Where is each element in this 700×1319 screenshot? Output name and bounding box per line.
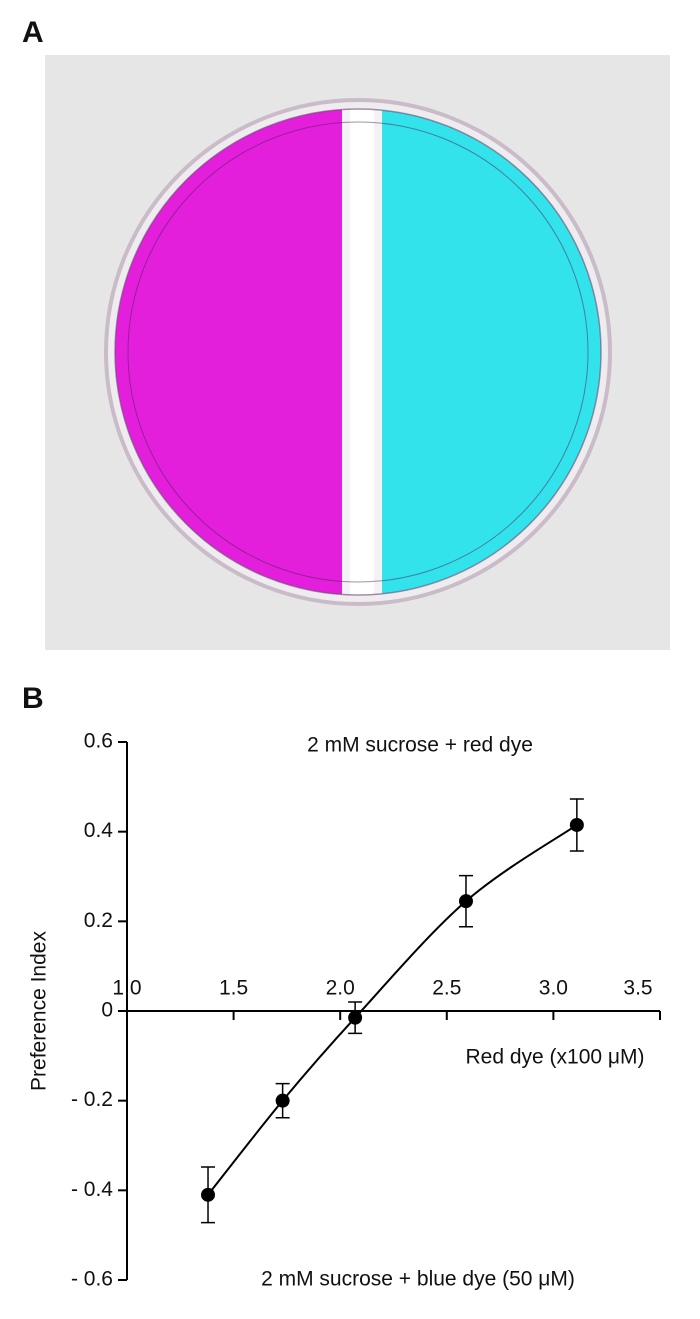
y-tick-label: 0.6 — [84, 730, 113, 753]
y-tick-label: 0.4 — [84, 819, 114, 842]
data-line — [207, 824, 578, 1196]
x-axis-label: Red dye (x100 μM) — [465, 1046, 644, 1069]
data-point — [201, 1187, 216, 1202]
annotation: 2 mM sucrose + red dye — [307, 734, 533, 757]
x-tick-label: 3.0 — [539, 977, 568, 1000]
y-tick-label: - 0.4 — [71, 1178, 113, 1201]
annotation: 2 mM sucrose + blue dye (50 μM) — [261, 1268, 575, 1291]
data-point — [348, 1010, 363, 1025]
data-point — [569, 817, 584, 832]
x-tick-label: 1.5 — [219, 977, 248, 1000]
x-tick-label: 2.5 — [432, 977, 461, 1000]
y-tick-label: - 0.6 — [71, 1268, 113, 1291]
panel-label: B — [22, 682, 44, 715]
x-tick-label: 2.0 — [326, 977, 355, 1000]
y-tick-label: 0.2 — [84, 909, 113, 932]
photo — [45, 55, 670, 650]
y-axis-label: Preference Index — [28, 931, 51, 1091]
panel-label: A — [22, 16, 44, 49]
x-tick-label: 1.0 — [112, 977, 141, 1000]
data-point — [275, 1093, 290, 1108]
data-point — [458, 894, 473, 909]
y-tick-label: - 0.2 — [71, 1088, 113, 1111]
x-tick-label: 3.5 — [623, 977, 652, 1000]
y-tick-label: 0 — [101, 999, 113, 1022]
